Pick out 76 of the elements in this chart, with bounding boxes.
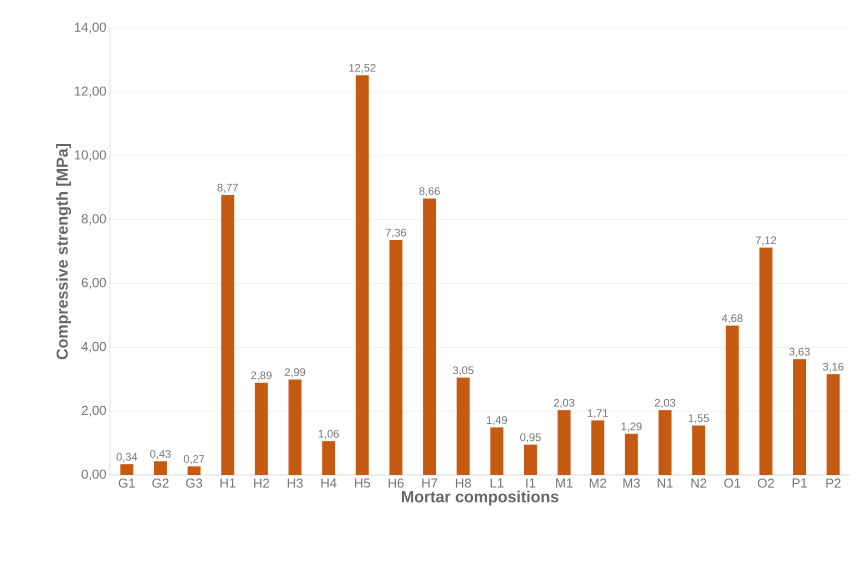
- bar: [356, 75, 369, 475]
- data-label: 0,34: [116, 452, 138, 462]
- bar: [389, 240, 402, 475]
- x-axis-title: Mortar compositions: [402, 490, 558, 506]
- bar: [591, 420, 604, 475]
- x-tick-label: M2: [590, 478, 606, 488]
- data-label: 3,16: [822, 362, 844, 372]
- data-label: 1,55: [688, 414, 709, 424]
- x-tick-label: P2: [826, 478, 840, 488]
- bar: [759, 248, 772, 475]
- y-tick-label: 12,00: [74, 86, 106, 98]
- x-tick-label: M1: [556, 478, 572, 488]
- bar: [423, 198, 436, 475]
- data-label: 3,63: [789, 348, 810, 357]
- data-label: 8,66: [419, 187, 440, 196]
- y-tick-label: 14,00: [74, 22, 106, 34]
- bar: [793, 359, 806, 475]
- x-tick-label: O2: [758, 478, 774, 488]
- x-tick-label: N2: [691, 478, 706, 488]
- bar: [120, 464, 134, 475]
- y-tick-label: 0,00: [82, 470, 106, 480]
- x-tick-label: H6: [388, 478, 404, 488]
- data-label: 0,43: [150, 450, 171, 460]
- data-label: 0,27: [184, 455, 204, 464]
- x-tick-label: H8: [456, 478, 471, 488]
- data-label: 2,03: [554, 398, 574, 408]
- y-tick-label: 6,00: [82, 278, 106, 289]
- x-tick-label: H1: [220, 478, 236, 488]
- bar: [524, 444, 537, 475]
- x-tick-label: H7: [422, 478, 438, 488]
- x-tick-label: L1: [490, 478, 504, 488]
- bar: [826, 374, 840, 475]
- data-label: 2,03: [654, 398, 676, 408]
- x-tick-label: H2: [254, 478, 270, 488]
- data-label: 2,99: [284, 368, 306, 378]
- bar: [624, 434, 638, 475]
- data-label: 1,71: [588, 409, 608, 418]
- x-tick-label: G1: [118, 478, 135, 488]
- bar: [558, 410, 571, 475]
- bar: [221, 194, 234, 475]
- data-label: 0,95: [520, 433, 541, 442]
- data-label: 1,49: [486, 416, 508, 426]
- y-tick-label: 10,00: [74, 150, 106, 162]
- bar: [726, 326, 739, 475]
- data-label: 1,06: [318, 430, 339, 439]
- y-tick-label: 8,00: [82, 214, 106, 225]
- bar: [188, 466, 201, 475]
- y-axis-title: Compressive strength [MPa]: [56, 144, 72, 360]
- x-tick-label: P1: [792, 478, 807, 488]
- x-tick-label: M3: [623, 478, 640, 488]
- bar: [692, 426, 706, 475]
- y-tick-label: 2,00: [82, 406, 106, 417]
- data-label: 7,12: [756, 236, 776, 246]
- x-tick-label: H5: [355, 478, 370, 488]
- bar: [490, 427, 504, 475]
- bar: [658, 410, 672, 475]
- data-label: 8,77: [217, 184, 238, 193]
- data-label: 12,52: [349, 64, 376, 74]
- bar: [322, 441, 336, 475]
- x-tick-label: O1: [724, 478, 740, 488]
- bar: [288, 380, 302, 475]
- x-tick-label: H3: [288, 478, 303, 488]
- data-label: 4,68: [722, 314, 742, 324]
- x-tick-label: N1: [658, 478, 673, 488]
- data-label: 7,36: [386, 228, 406, 238]
- data-label: 1,29: [622, 422, 642, 432]
- bar: [456, 378, 470, 475]
- data-label: 2,89: [251, 371, 272, 381]
- x-tick-label: G2: [152, 478, 168, 488]
- bar: [154, 461, 167, 475]
- bar: [254, 382, 268, 475]
- x-tick-label: I1: [526, 478, 536, 488]
- data-label: 3,05: [452, 366, 474, 376]
- x-tick-label: G3: [186, 478, 202, 488]
- x-tick-label: H4: [321, 478, 337, 488]
- y-tick-label: 4,00: [81, 342, 106, 353]
